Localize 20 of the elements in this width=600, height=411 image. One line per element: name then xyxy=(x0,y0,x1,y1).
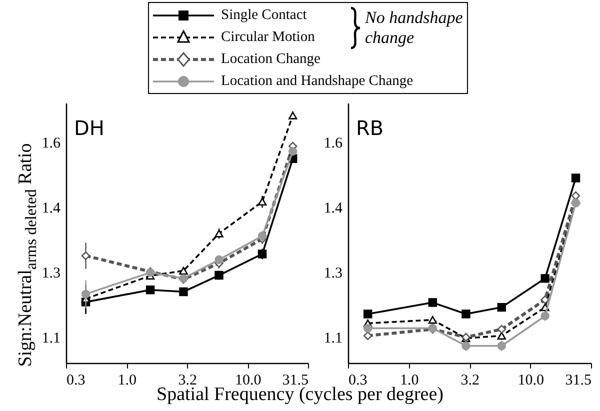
y-tick-label: 1.4 xyxy=(324,200,343,216)
legend-label: Circular Motion xyxy=(221,28,315,46)
y-tick-label: 1.6 xyxy=(324,135,343,152)
x-tick-label: 31.5 xyxy=(565,372,592,388)
y-tick-label: 1.6 xyxy=(42,135,61,152)
y-tick-label: 1.1 xyxy=(324,330,342,347)
text: RB xyxy=(356,116,384,140)
y-tick-label: 1.1 xyxy=(42,330,60,347)
y-tick-label: 1.3 xyxy=(324,266,342,282)
text: DH xyxy=(74,116,104,140)
legend-label: Single Contact xyxy=(221,6,307,24)
x-tick-label: 3.2 xyxy=(460,372,480,388)
text: No handshape change xyxy=(365,8,464,48)
legend-label: Location and Handshape Change xyxy=(221,72,414,90)
x-tick-label: 10.0 xyxy=(518,372,544,388)
x-tick-label: 0.3 xyxy=(66,372,86,388)
y-tick-label: 1.4 xyxy=(42,200,61,216)
legend-label: Location Change xyxy=(221,50,320,68)
y-tick-label: 1.3 xyxy=(42,266,60,282)
x-tick-label: 1.0 xyxy=(118,372,136,388)
